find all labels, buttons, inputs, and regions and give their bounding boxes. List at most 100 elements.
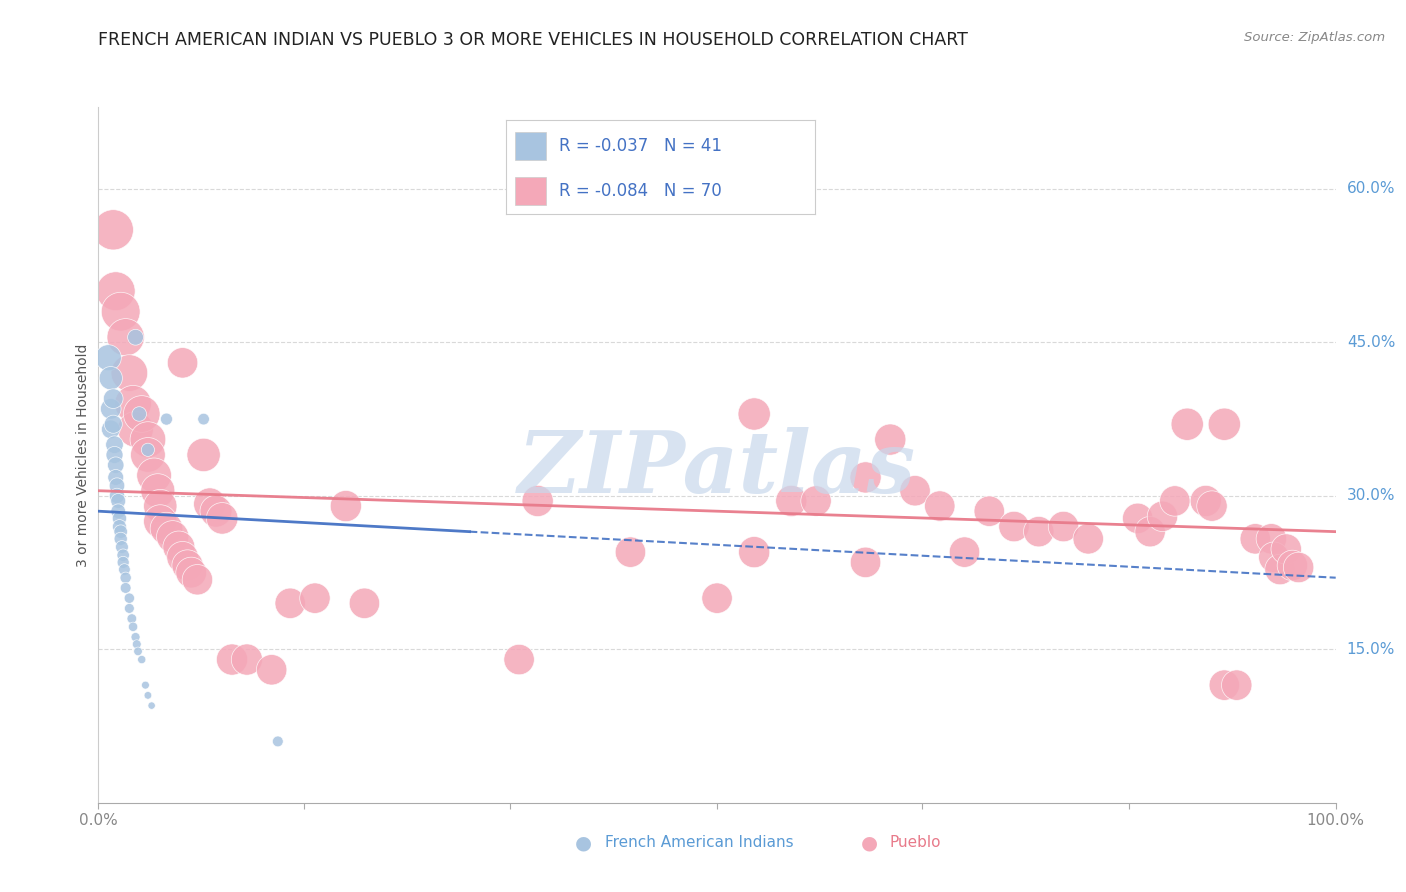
Text: ●: ● — [575, 833, 592, 853]
Point — [304, 591, 326, 606]
Point — [104, 470, 127, 484]
Text: ZIPatlas: ZIPatlas — [517, 427, 917, 510]
Point — [167, 540, 190, 554]
Point — [221, 652, 243, 666]
Point — [172, 356, 194, 370]
Point — [904, 483, 927, 498]
Point — [143, 468, 166, 483]
Point — [149, 499, 172, 513]
Point — [335, 499, 357, 513]
Point — [103, 417, 125, 432]
Point — [124, 422, 146, 436]
Point — [804, 494, 827, 508]
Point — [110, 304, 132, 318]
FancyBboxPatch shape — [516, 177, 547, 205]
Point — [1226, 678, 1249, 692]
Point — [205, 504, 228, 518]
Point — [236, 652, 259, 666]
Point — [103, 392, 125, 406]
Point — [742, 545, 765, 559]
Point — [122, 620, 145, 634]
Point — [278, 596, 301, 610]
Point — [100, 401, 122, 416]
Point — [107, 504, 129, 518]
Point — [122, 397, 145, 411]
Point — [112, 555, 135, 569]
Point — [128, 407, 150, 421]
Point — [855, 470, 877, 484]
Point — [105, 478, 128, 492]
Point — [112, 548, 135, 562]
Point — [118, 366, 141, 380]
Point — [211, 511, 233, 525]
Point — [180, 566, 202, 580]
Point — [131, 652, 153, 666]
Point — [619, 545, 641, 559]
Point — [1175, 417, 1198, 432]
Text: 30.0%: 30.0% — [1347, 488, 1395, 503]
Point — [1152, 509, 1174, 524]
Point — [267, 734, 290, 748]
Point — [125, 637, 148, 651]
Point — [149, 515, 172, 529]
Text: 15.0%: 15.0% — [1347, 642, 1395, 657]
Point — [172, 550, 194, 565]
Point — [1139, 524, 1161, 539]
Point — [953, 545, 976, 559]
FancyBboxPatch shape — [516, 132, 547, 160]
Point — [855, 555, 877, 569]
Text: 45.0%: 45.0% — [1347, 334, 1395, 350]
Point — [124, 630, 146, 644]
Point — [742, 407, 765, 421]
Point — [1052, 519, 1074, 533]
Point — [780, 494, 803, 508]
Point — [124, 330, 146, 344]
Point — [108, 519, 131, 533]
Point — [260, 663, 283, 677]
Point — [146, 483, 169, 498]
Point — [114, 330, 136, 344]
Point — [1002, 519, 1025, 533]
Point — [136, 433, 159, 447]
Point — [1288, 560, 1310, 574]
Point — [136, 442, 159, 457]
Point — [141, 698, 163, 713]
Point — [1164, 494, 1187, 508]
Point — [1281, 558, 1303, 573]
Point — [1195, 494, 1218, 508]
Point — [114, 581, 136, 595]
Point — [928, 499, 950, 513]
Point — [353, 596, 375, 610]
Point — [110, 524, 132, 539]
Point — [104, 284, 127, 298]
Text: R = -0.084   N = 70: R = -0.084 N = 70 — [558, 182, 721, 200]
Text: R = -0.037   N = 41: R = -0.037 N = 41 — [558, 136, 721, 154]
Point — [100, 422, 122, 436]
Point — [100, 371, 122, 385]
Point — [176, 558, 198, 573]
Point — [1244, 532, 1267, 546]
Point — [107, 494, 129, 508]
Point — [136, 689, 159, 703]
Point — [114, 571, 136, 585]
Point — [131, 407, 153, 421]
Point — [186, 573, 208, 587]
Point — [155, 412, 177, 426]
Point — [1213, 417, 1236, 432]
Point — [1077, 532, 1099, 546]
Point — [979, 504, 1001, 518]
Point — [112, 562, 135, 576]
Text: 60.0%: 60.0% — [1347, 181, 1395, 196]
Point — [1263, 550, 1285, 565]
Point — [127, 644, 149, 658]
Point — [1260, 532, 1282, 546]
Point — [1201, 499, 1223, 513]
Y-axis label: 3 or more Vehicles in Household: 3 or more Vehicles in Household — [76, 343, 90, 566]
Point — [193, 448, 215, 462]
Point — [111, 540, 134, 554]
Text: French American Indians: French American Indians — [605, 836, 793, 850]
Point — [879, 433, 901, 447]
Point — [1275, 542, 1298, 557]
Point — [1028, 524, 1050, 539]
Text: FRENCH AMERICAN INDIAN VS PUEBLO 3 OR MORE VEHICLES IN HOUSEHOLD CORRELATION CHA: FRENCH AMERICAN INDIAN VS PUEBLO 3 OR MO… — [98, 31, 969, 49]
